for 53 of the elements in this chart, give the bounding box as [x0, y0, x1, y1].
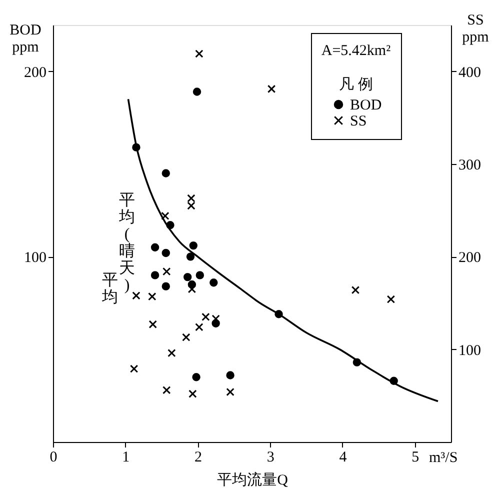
point	[187, 202, 196, 210]
point	[189, 241, 198, 250]
point	[195, 50, 204, 58]
point	[192, 88, 202, 96]
point	[148, 320, 157, 328]
legend-label: BOD	[350, 98, 382, 114]
point	[351, 286, 360, 294]
annotation: 平均(晴天)	[118, 192, 135, 294]
x-tick-label: 0	[50, 450, 58, 466]
point	[196, 271, 204, 280]
point	[188, 390, 197, 398]
point	[162, 282, 170, 290]
point	[187, 194, 196, 202]
x-axis-title: 平均流量Q	[217, 472, 288, 488]
point	[132, 291, 140, 300]
point	[195, 322, 204, 332]
x-tick-label: 1	[122, 450, 130, 466]
y2-axis-title: SS ppm	[462, 12, 490, 46]
x-tick-label: 5	[412, 450, 420, 466]
point	[168, 348, 176, 358]
x-tick-label: 3	[266, 450, 274, 466]
point	[226, 371, 234, 380]
point	[161, 212, 170, 220]
y2-tick-label: 100	[458, 342, 481, 359]
y-axis-title: BOD ppm	[10, 22, 42, 56]
legend-title: 凡 例	[339, 77, 373, 93]
point	[150, 243, 160, 252]
text: m³/S	[429, 450, 458, 466]
point	[130, 364, 138, 373]
point	[162, 248, 170, 258]
point	[182, 333, 190, 342]
y2-tick-label: 300	[458, 158, 481, 174]
annotation: A=5.42km²	[321, 43, 392, 59]
point	[202, 312, 210, 322]
point	[386, 295, 396, 304]
point	[162, 386, 171, 394]
legend-label: SS	[350, 114, 367, 130]
point	[192, 373, 200, 382]
point	[162, 169, 170, 178]
x-tick-label: 4	[339, 450, 348, 466]
point	[148, 292, 156, 301]
annotation: 平均	[101, 272, 118, 306]
y2-tick-label: 200	[458, 250, 481, 266]
point	[186, 252, 195, 261]
y2-tick-label: 400	[458, 64, 481, 81]
point	[212, 314, 220, 323]
point	[210, 278, 218, 287]
point	[150, 271, 160, 280]
point	[226, 388, 234, 396]
point	[162, 267, 171, 276]
point	[267, 84, 276, 94]
point	[183, 272, 192, 282]
x-tick-label: 2	[194, 450, 202, 466]
